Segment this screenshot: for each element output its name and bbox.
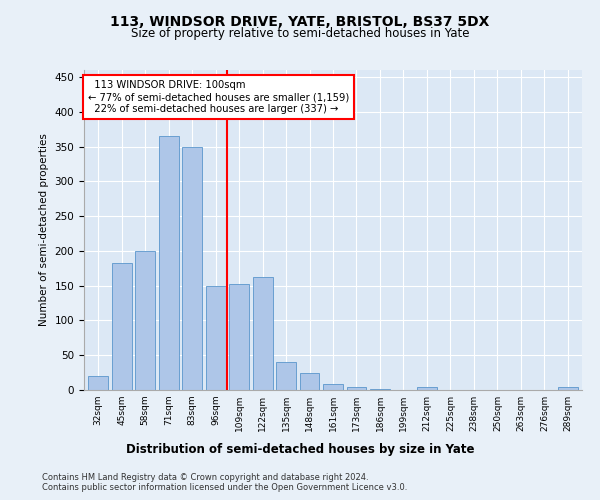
Bar (206, 286, 226, 390)
Bar (182, 146, 202, 390)
Bar (158, 136, 179, 390)
Bar (323, 384, 343, 390)
Y-axis label: Number of semi-detached properties: Number of semi-detached properties (39, 134, 49, 326)
Text: Size of property relative to semi-detached houses in Yate: Size of property relative to semi-detach… (131, 28, 469, 40)
Text: Contains HM Land Registry data © Crown copyright and database right 2024.: Contains HM Land Registry data © Crown c… (42, 472, 368, 482)
Bar (417, 387, 437, 390)
Bar (253, 276, 272, 390)
Bar (558, 387, 578, 390)
Text: Contains public sector information licensed under the Open Government Licence v3: Contains public sector information licen… (42, 482, 407, 492)
Bar (276, 362, 296, 390)
Bar (135, 251, 155, 390)
Bar (229, 284, 249, 390)
Bar (347, 386, 367, 390)
Text: Distribution of semi-detached houses by size in Yate: Distribution of semi-detached houses by … (126, 442, 474, 456)
Text: 113, WINDSOR DRIVE, YATE, BRISTOL, BS37 5DX: 113, WINDSOR DRIVE, YATE, BRISTOL, BS37 … (110, 15, 490, 29)
Bar (112, 262, 131, 390)
Bar (299, 374, 319, 390)
Text: 113 WINDSOR DRIVE: 100sqm
← 77% of semi-detached houses are smaller (1,159)
  22: 113 WINDSOR DRIVE: 100sqm ← 77% of semi-… (88, 80, 349, 114)
Bar (88, 376, 108, 390)
